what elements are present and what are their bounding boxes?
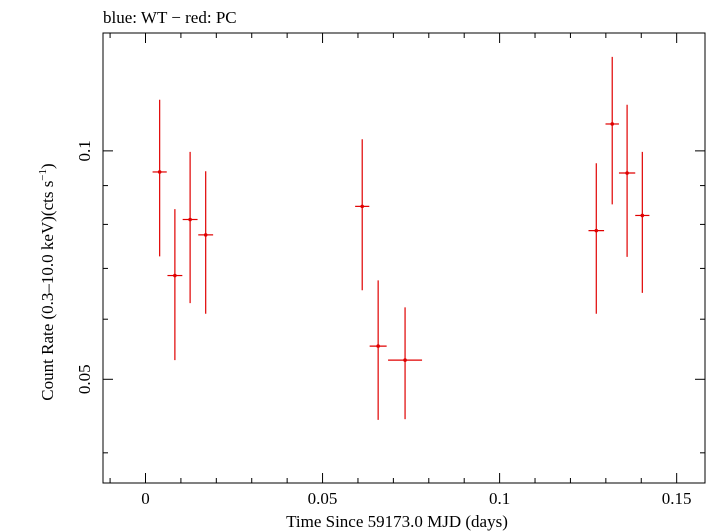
y-axis-label-close: ) — [38, 163, 57, 169]
data-point — [369, 280, 387, 420]
x-axis: 0 0.05 0.1 0.15 — [109, 33, 692, 508]
data-point — [152, 99, 167, 257]
data-point — [167, 209, 183, 361]
x-tick-label: 0.15 — [662, 489, 692, 508]
point-marker — [403, 358, 407, 362]
data-point — [618, 104, 636, 257]
plot-frame — [102, 32, 706, 484]
point-marker — [610, 122, 615, 126]
point-marker — [594, 228, 599, 233]
data-point — [198, 171, 214, 314]
y-axis-label: Count Rate (0.3–10.0 keV)(cts s−1) — [37, 163, 57, 400]
y-axis-label-main: Count Rate (0.3–10.0 keV)(cts s — [38, 181, 57, 401]
point-marker — [376, 344, 380, 348]
data-point — [635, 151, 650, 293]
y-axis: 0.05 0.1 — [75, 140, 705, 454]
point-marker — [203, 233, 208, 237]
point-marker — [360, 204, 365, 209]
x-tick-label: 0 — [141, 489, 150, 508]
data-point — [588, 163, 605, 314]
x-axis-label: Time Since 59173.0 MJD (days) — [286, 512, 508, 531]
x-tick-label: 0.05 — [308, 489, 338, 508]
data-points — [152, 56, 650, 420]
x-tick-label: 0.1 — [489, 489, 510, 508]
data-point — [182, 151, 198, 304]
point-marker — [173, 273, 177, 278]
point-marker — [157, 170, 162, 174]
y-tick-label: 0.05 — [75, 364, 94, 394]
point-marker — [188, 217, 192, 222]
data-point — [388, 307, 423, 420]
data-point — [605, 56, 619, 205]
point-marker — [640, 213, 645, 218]
y-tick-label: 0.1 — [75, 140, 94, 161]
point-marker — [625, 171, 629, 175]
chart-title: blue: WT − red: PC — [103, 8, 237, 27]
data-point — [355, 139, 370, 291]
y-axis-label-sup: −1 — [37, 169, 49, 181]
